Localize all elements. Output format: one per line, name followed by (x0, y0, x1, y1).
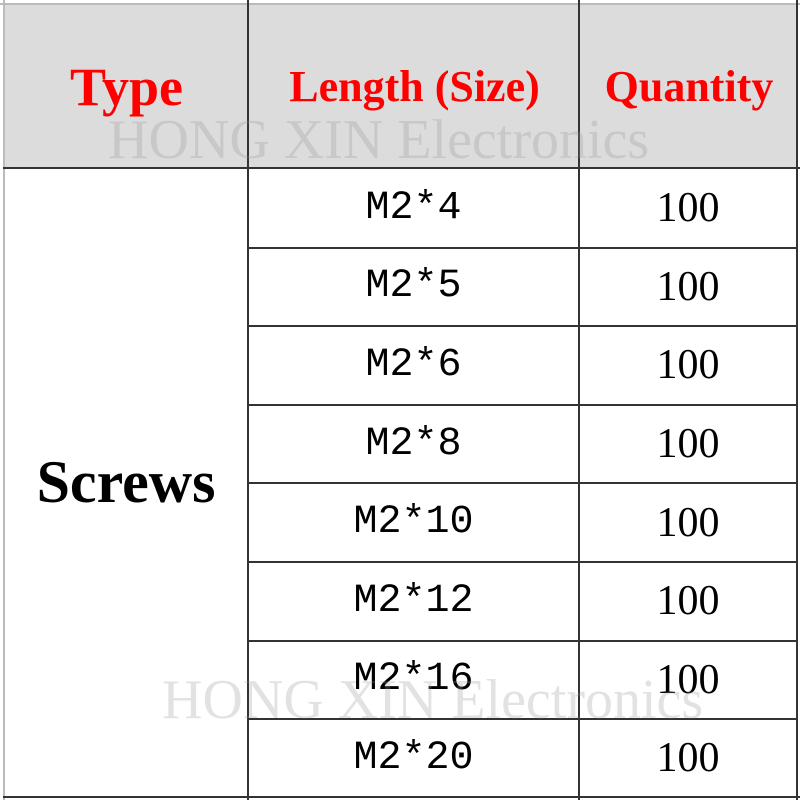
quantity-cell: 100 (656, 263, 720, 310)
row-divider (247, 561, 798, 563)
quantity-cell: 100 (656, 499, 720, 546)
row-divider (247, 403, 798, 406)
header-length: Length (Size) (289, 62, 540, 111)
divider (3, 796, 800, 798)
divider (247, 0, 249, 800)
quantity-cell: 100 (656, 656, 720, 703)
top-border (0, 3, 800, 5)
quantity-cell: 100 (656, 735, 720, 782)
row-divider (247, 325, 798, 328)
quantity-cell: 100 (656, 421, 720, 468)
quantity-cell: 100 (656, 342, 720, 389)
size-cell: M2*8 (365, 421, 462, 467)
size-cell: M2*12 (353, 578, 474, 624)
size-cell: M2*10 (353, 500, 474, 546)
row-divider (247, 246, 798, 249)
quantity-cell: 100 (656, 578, 720, 625)
header-quantity: Quantity (604, 62, 774, 111)
divider (3, 167, 800, 169)
row-divider (247, 482, 798, 485)
size-cell: M2*20 (353, 735, 474, 781)
type-cell: Screws (36, 449, 216, 515)
header-type: Type (69, 56, 183, 117)
size-cell: M2*16 (353, 657, 474, 703)
size-cell: M2*6 (365, 342, 462, 388)
divider (796, 0, 798, 800)
row-divider (247, 718, 798, 721)
header-row (3, 5, 797, 168)
row-divider (247, 639, 798, 642)
quantity-cell: 100 (656, 185, 720, 232)
size-cell: M2*4 (365, 185, 462, 231)
left-border (3, 0, 5, 800)
size-cell: M2*5 (365, 264, 462, 310)
divider (578, 0, 580, 800)
